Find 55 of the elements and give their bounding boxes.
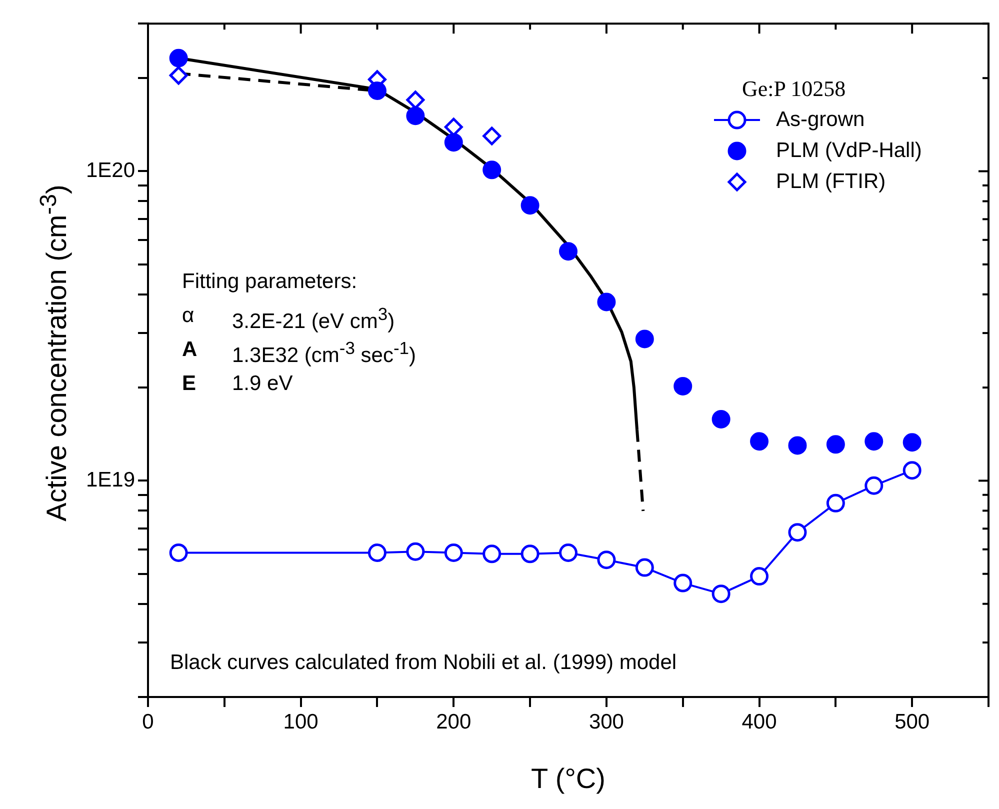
point	[864, 476, 884, 495]
point	[559, 544, 578, 562]
x-tick-label: 100	[283, 710, 318, 734]
x-tick-label: 0	[142, 710, 154, 734]
x-axis-title: T (°C)	[531, 762, 606, 794]
point	[788, 523, 807, 542]
point	[674, 574, 692, 592]
point	[597, 292, 616, 312]
legend-label: As-grown	[776, 108, 865, 132]
point	[444, 544, 463, 562]
point	[826, 435, 845, 454]
point	[406, 542, 425, 561]
annotation: E	[182, 372, 196, 396]
point	[712, 410, 730, 428]
annotation: 1.3E32 (cm$^{-3}$ sec$^{-1}$)	[232, 338, 416, 368]
point	[482, 160, 502, 180]
x-tick-label: 200	[436, 710, 472, 734]
point	[635, 558, 654, 577]
annotation: 1.9 eV	[232, 372, 293, 396]
point	[482, 126, 502, 146]
point	[520, 544, 540, 564]
point	[444, 133, 463, 152]
x-tick-label: 400	[742, 710, 777, 734]
point	[902, 433, 922, 452]
y-tick-label: 1E20	[86, 159, 135, 182]
annotation: α	[182, 304, 194, 328]
point	[712, 584, 730, 604]
point	[368, 544, 386, 562]
x-tick-label: 300	[588, 710, 624, 734]
point	[788, 436, 807, 455]
point	[597, 550, 616, 570]
annotation: Fitting parameters:	[182, 270, 358, 294]
point	[482, 544, 502, 564]
legend-label: PLM (VdP-Hall)	[776, 138, 922, 162]
annotation: Black curves calculated from Nobili et al. (1999) model	[170, 651, 677, 675]
legend-title: Ge:P 10258	[742, 76, 847, 102]
point	[520, 196, 540, 215]
point	[169, 544, 188, 562]
point	[368, 82, 386, 100]
y-tick-label: 1E19	[86, 468, 135, 492]
point	[902, 461, 922, 480]
point	[406, 106, 425, 126]
point	[674, 376, 692, 396]
annotation: 3.2E-21 (eV cm$^{3}$)	[232, 304, 395, 334]
point	[750, 567, 769, 586]
point	[169, 48, 188, 68]
point	[635, 330, 654, 348]
legend-label: PLM (FTIR)	[776, 170, 886, 194]
point	[750, 432, 769, 451]
point	[169, 66, 188, 85]
point	[826, 494, 845, 512]
point	[864, 432, 884, 451]
x-tick-label: 500	[894, 710, 930, 734]
annotation: A	[182, 338, 198, 362]
point	[559, 242, 578, 261]
